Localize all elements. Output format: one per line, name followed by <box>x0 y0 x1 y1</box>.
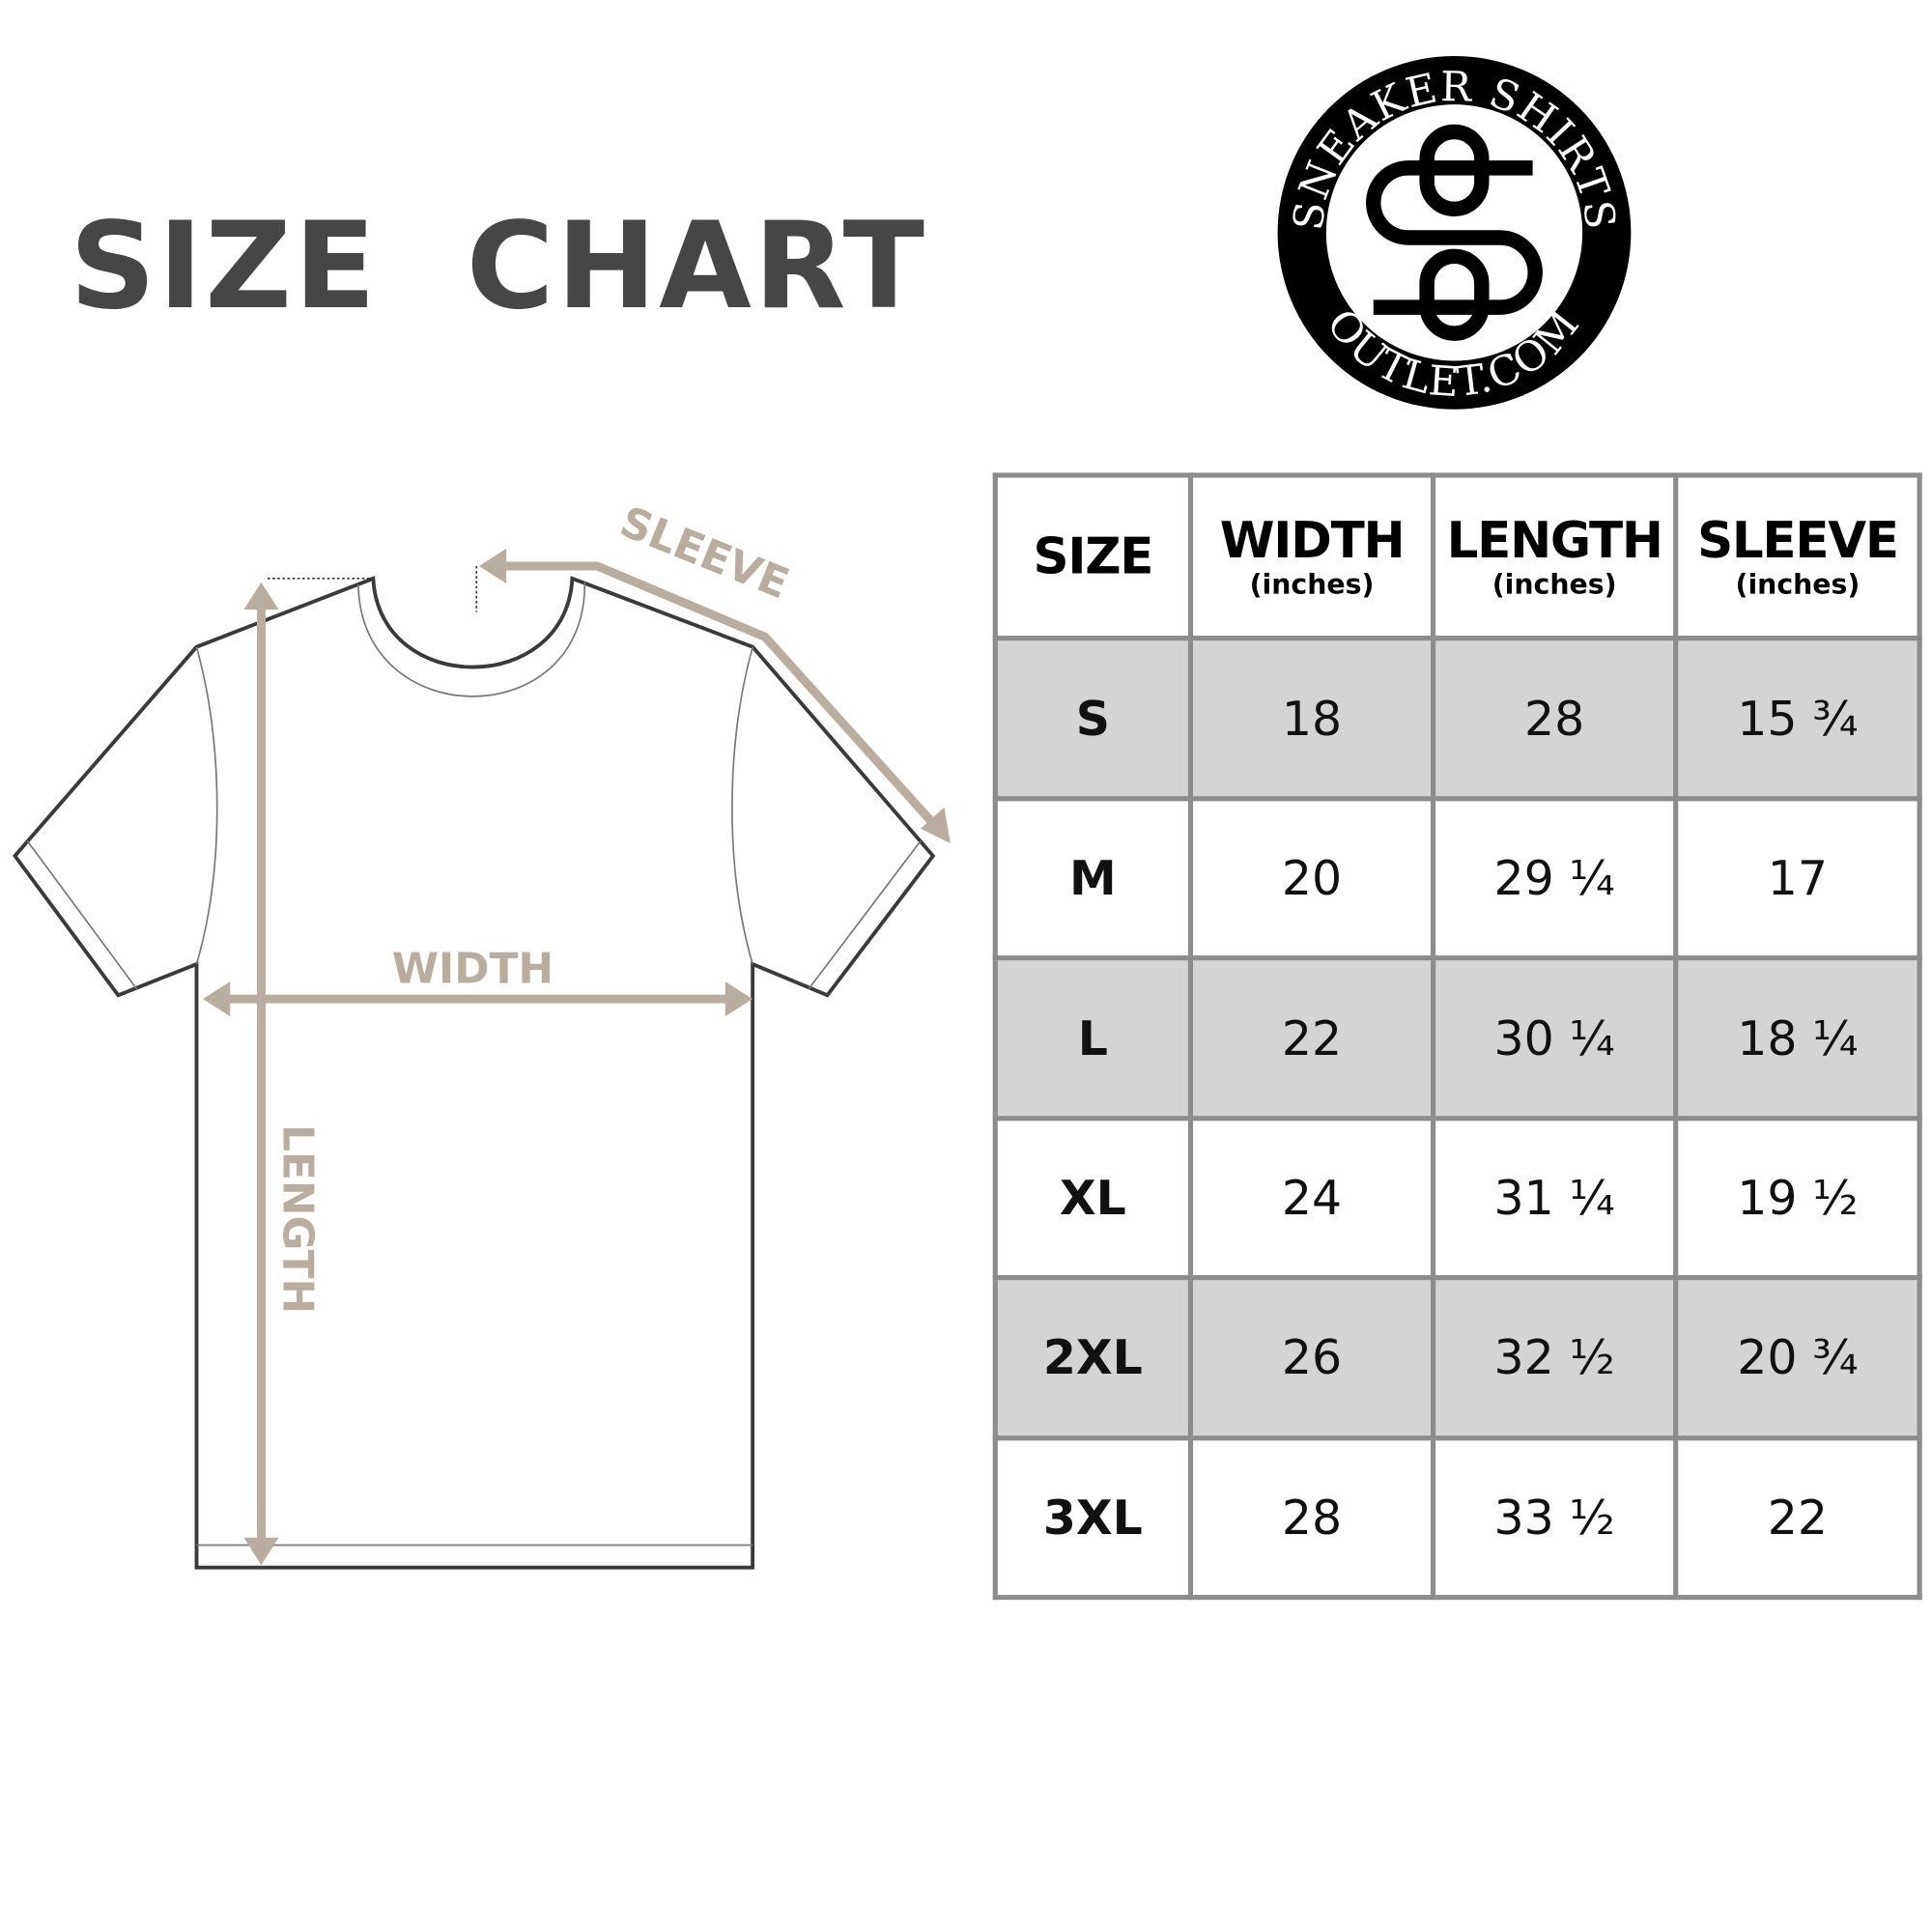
page-title: SIZE CHART <box>70 196 927 336</box>
size-cell: L <box>992 955 1194 1121</box>
table-row: L 22 30 ¼ 18 ¼ <box>992 955 1922 1121</box>
length-cell: 33 ½ <box>1431 1435 1679 1601</box>
size-cell: XL <box>992 1115 1194 1281</box>
width-cell: 20 <box>1187 796 1436 961</box>
size-table: SIZE WIDTH (inches) LENGTH (inches) SLEEVE… <box>992 472 1922 1601</box>
length-cell: 29 ¼ <box>1431 796 1679 961</box>
sleeve-cell: 18 ¼ <box>1673 955 1922 1121</box>
width-cell: 28 <box>1187 1435 1436 1601</box>
table-row: 3XL 28 33 ½ 22 <box>992 1435 1922 1601</box>
sleeve-cell: 15 ¾ <box>1673 636 1922 802</box>
table-row: M 20 29 ¼ 17 <box>992 796 1922 961</box>
sleeve-arrow <box>499 561 939 830</box>
size-cell: 2XL <box>992 1275 1194 1440</box>
sleeve-cell: 19 ½ <box>1673 1115 1922 1281</box>
length-label: LENGTH <box>273 1124 323 1314</box>
size-cell: 3XL <box>992 1435 1194 1601</box>
measure-arrows <box>202 548 951 1566</box>
tshirt-outline <box>12 576 936 1570</box>
header-sleeve: SLEEVE (inches) <box>1673 472 1922 641</box>
sleeve-label: SLEEVE <box>613 497 796 610</box>
width-cell: 24 <box>1187 1115 1436 1281</box>
table-row: XL 24 31 ¼ 19 ½ <box>992 1115 1922 1281</box>
sleeve-cell: 20 ¾ <box>1673 1275 1922 1440</box>
length-cell: 31 ¼ <box>1431 1115 1679 1281</box>
size-cell: M <box>992 796 1194 961</box>
table-row: S 18 28 15 ¾ <box>992 636 1922 802</box>
header-length: LENGTH (inches) <box>1431 472 1679 641</box>
width-label: WIDTH <box>392 944 554 993</box>
table-row: 2XL 26 32 ½ 20 ¾ <box>992 1275 1922 1440</box>
sleeve-cell: 22 <box>1673 1435 1922 1601</box>
width-cell: 18 <box>1187 636 1436 802</box>
length-cell: 32 ½ <box>1431 1275 1679 1440</box>
length-cell: 30 ¼ <box>1431 955 1679 1121</box>
header-width: WIDTH (inches) <box>1187 472 1436 641</box>
width-cell: 26 <box>1187 1275 1436 1440</box>
table-header-row: SIZE WIDTH (inches) LENGTH (inches) SLEEVE… <box>992 472 1922 641</box>
width-cell: 22 <box>1187 955 1436 1121</box>
sleeve-cell: 17 <box>1673 796 1922 961</box>
size-cell: S <box>992 636 1194 802</box>
monogram-icon <box>1366 124 1543 341</box>
header-size: SIZE <box>992 472 1194 641</box>
length-cell: 28 <box>1431 636 1679 802</box>
